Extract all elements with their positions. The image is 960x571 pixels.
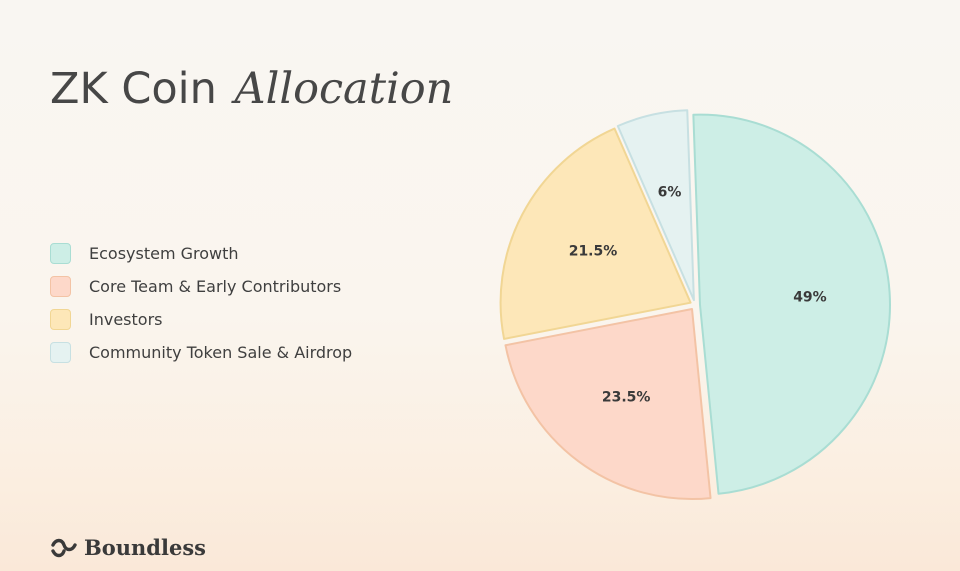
brand-logo: Boundless bbox=[50, 535, 206, 560]
slice-label-ecosystem-growth: 49% bbox=[793, 289, 827, 305]
slice-label-community-sale: 6% bbox=[658, 185, 682, 201]
legend-item-community-sale: Community Token Sale & Airdrop bbox=[50, 336, 352, 369]
pie-slice-community-sale bbox=[616, 109, 695, 302]
legend-label: Investors bbox=[89, 310, 163, 329]
allocation-pie-chart: 49% 23.5% 21.5% 6% bbox=[499, 109, 891, 500]
pie-slice-core-team bbox=[504, 308, 712, 500]
title-accent: Allocation bbox=[234, 64, 454, 114]
legend-swatch bbox=[50, 276, 71, 297]
pie-slice-ecosystem-growth bbox=[692, 113, 891, 495]
legend-swatch bbox=[50, 309, 71, 330]
legend-label: Core Team & Early Contributors bbox=[89, 277, 342, 296]
pie-slice-investors bbox=[499, 127, 692, 340]
legend-item-investors: Investors bbox=[50, 303, 352, 336]
legend-item-core-team: Core Team & Early Contributors bbox=[50, 270, 352, 303]
boundless-logo-icon bbox=[51, 538, 77, 557]
slice-label-investors: 21.5% bbox=[569, 243, 618, 259]
legend-swatch bbox=[50, 342, 71, 363]
slice-label-core-team: 23.5% bbox=[602, 389, 651, 405]
legend-swatch bbox=[50, 243, 71, 264]
legend-item-ecosystem-growth: Ecosystem Growth bbox=[50, 237, 352, 270]
chart-legend: Ecosystem Growth Core Team & Early Contr… bbox=[50, 237, 352, 369]
title-main: ZK Coin bbox=[50, 64, 217, 114]
page-title: ZK Coin Allocation bbox=[50, 64, 453, 114]
brand-name: Boundless bbox=[84, 535, 206, 560]
legend-label: Community Token Sale & Airdrop bbox=[89, 343, 353, 362]
legend-label: Ecosystem Growth bbox=[89, 244, 239, 263]
